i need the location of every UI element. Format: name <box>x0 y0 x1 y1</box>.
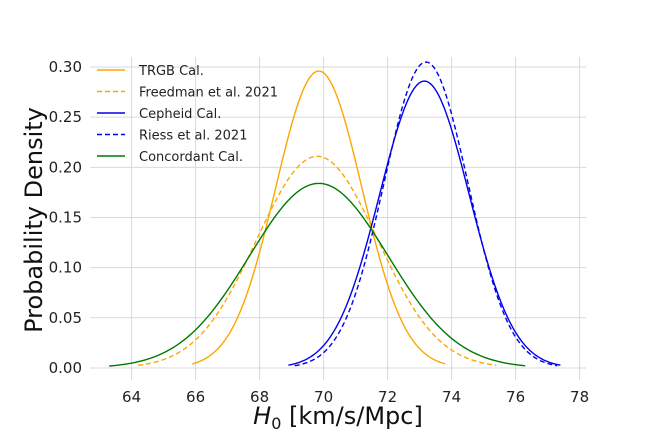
x-tick-label: 74 <box>442 388 461 406</box>
x-tick-label: 70 <box>314 388 333 406</box>
x-tick-label: 72 <box>378 388 397 406</box>
legend-label-4: Concordant Cal. <box>139 150 243 165</box>
x-axis-symbol: H <box>253 402 271 430</box>
y-axis-label: Probability Density <box>20 107 48 333</box>
grid <box>90 57 586 380</box>
legend-label-1: Freedman et al. 2021 <box>139 86 278 101</box>
y-tick-label: 0.10 <box>49 259 82 277</box>
y-tick-label: 0.00 <box>49 359 82 377</box>
y-tick-label: 0.30 <box>49 58 82 76</box>
legend-label-3: Riess et al. 2021 <box>139 129 247 144</box>
x-axis-subscript: 0 <box>271 414 281 433</box>
legend-label-0: TRGB Cal. <box>138 64 204 79</box>
y-tick-labels: 0.00 0.05 0.10 0.15 0.20 0.25 0.30 <box>49 58 82 377</box>
y-tick-label: 0.20 <box>49 158 82 176</box>
x-tick-label: 66 <box>186 388 205 406</box>
y-tick-label: 0.05 <box>49 309 82 327</box>
x-axis-label: H0 [km/s/Mpc] <box>253 402 423 433</box>
x-tick-label: 78 <box>570 388 589 406</box>
series-line-0 <box>192 70 446 365</box>
x-tick-label: 68 <box>250 388 269 406</box>
y-tick-label: 0.15 <box>49 208 82 226</box>
y-tick-label: 0.25 <box>49 108 82 126</box>
curves <box>109 61 561 367</box>
series-line-2 <box>288 80 561 366</box>
x-tick-labels: 64 66 68 70 72 74 76 78 <box>122 388 589 406</box>
series-line-3 <box>294 61 558 367</box>
legend-label-2: Cepheid Cal. <box>139 107 221 122</box>
series-line-1 <box>137 155 497 367</box>
series-line-4 <box>109 182 526 367</box>
x-tick-label: 76 <box>506 388 525 406</box>
x-axis-units: [km/s/Mpc] <box>281 402 422 430</box>
legend: TRGB Cal. Freedman et al. 2021 Cepheid Cal… <box>97 64 278 165</box>
x-tick-label: 64 <box>122 388 141 406</box>
